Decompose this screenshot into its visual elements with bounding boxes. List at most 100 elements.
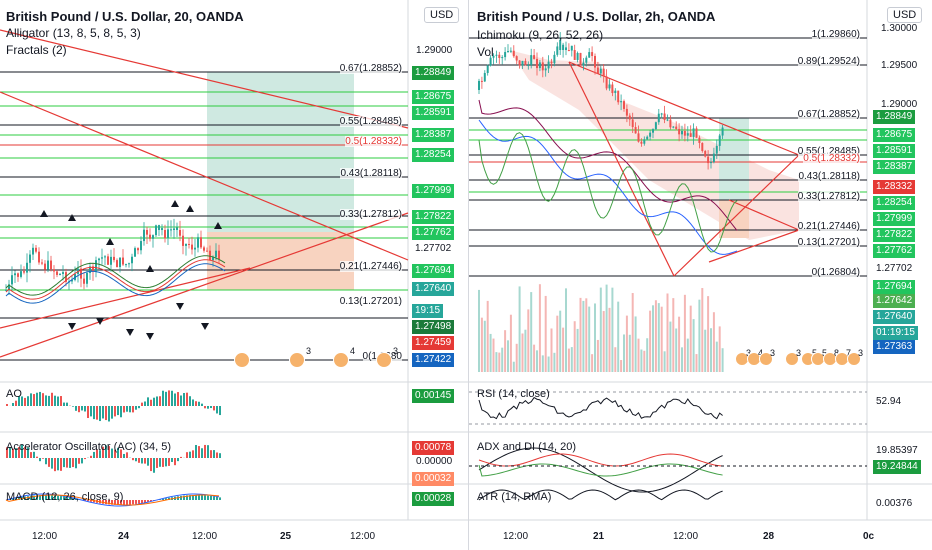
macd-bar	[30, 495, 32, 500]
volume-bar	[666, 293, 669, 372]
trendline	[0, 91, 409, 261]
candle-body	[663, 113, 666, 120]
ao-bar	[51, 392, 53, 406]
ac-bar	[126, 452, 128, 458]
economic-event-flag-icon[interactable]	[847, 352, 861, 366]
ao-bar	[12, 402, 14, 406]
volume-bar	[704, 329, 707, 372]
volume-bar	[646, 338, 649, 372]
macd-bar	[132, 500, 134, 505]
candle-body	[712, 153, 715, 163]
alligator-indicator-label[interactable]: Alligator (13, 8, 5, 8, 5, 3)	[6, 26, 141, 40]
fractal-down-marker	[176, 303, 184, 310]
volume-bar	[498, 352, 501, 372]
candle-body	[695, 128, 698, 138]
ac-bar	[81, 458, 83, 464]
macd-bar	[12, 498, 14, 500]
candle-body	[692, 128, 695, 137]
trendline	[0, 267, 251, 329]
candle-body	[83, 278, 85, 284]
macd-bar	[150, 500, 152, 502]
candle-body	[8, 284, 10, 290]
economic-event-flag-icon[interactable]	[759, 352, 773, 366]
left-price-tag: 1.27422	[412, 353, 455, 367]
economic-event-flag-icon[interactable]	[333, 352, 349, 368]
rsi-line	[478, 396, 723, 420]
volume-bar	[582, 300, 585, 372]
ao-bar	[147, 397, 149, 406]
candle-body	[591, 52, 594, 56]
candle-body	[41, 262, 43, 264]
ao-bar	[171, 390, 173, 406]
vol-indicator-label[interactable]: Vol	[477, 45, 494, 59]
ichimoku-conversion-line	[478, 119, 738, 255]
ac-bar	[48, 458, 50, 467]
volume-bar	[504, 330, 507, 372]
candle-body	[98, 258, 100, 261]
volume-bar	[617, 301, 620, 372]
long-position-stop-zone	[207, 232, 354, 290]
ac-bar	[153, 458, 155, 473]
candle-body	[576, 52, 579, 60]
macd-line	[5, 493, 220, 507]
atr-line	[478, 489, 723, 501]
volume-bar	[547, 356, 550, 372]
volume-bar	[579, 297, 582, 372]
volume-bar	[541, 355, 544, 372]
ac-bar	[99, 450, 101, 458]
candle-body	[681, 131, 683, 135]
candle-body	[23, 271, 25, 273]
ao-bar	[129, 406, 131, 413]
candle-body	[515, 56, 518, 61]
volume-bar	[628, 334, 631, 372]
left-price-tag: 1.27640	[412, 282, 455, 296]
candle-body	[5, 289, 7, 291]
ao-bar	[84, 406, 86, 412]
ao-bar	[186, 392, 188, 406]
ao-bar	[114, 406, 116, 417]
volume-bar	[550, 328, 553, 372]
ao-bar	[21, 396, 23, 406]
right-chart-pane[interactable]: British Pound / U.S. Dollar, 2h, OANDA I…	[468, 0, 932, 550]
right-price-tick: 1.30000	[881, 23, 918, 34]
left-chart-canvas[interactable]	[0, 0, 468, 550]
fractal-up-marker	[68, 214, 76, 221]
fib-level-label: 0.5(1.28332)	[345, 136, 402, 147]
candle-body	[173, 228, 175, 230]
right-chart-title: British Pound / U.S. Dollar, 2h, OANDA	[477, 9, 716, 24]
economic-event-flag-icon[interactable]	[234, 352, 250, 368]
candle-body	[26, 262, 28, 273]
macd-bar	[207, 495, 209, 500]
economic-event-flag-icon[interactable]	[289, 352, 305, 368]
candle-body	[654, 122, 657, 130]
ac-value-tag: 0.00078	[412, 441, 455, 455]
economic-event-flag-icon[interactable]	[376, 352, 392, 368]
macd-bar	[162, 498, 164, 500]
right-price-tag: 1.28387	[873, 160, 916, 174]
left-chart-pane[interactable]: British Pound / U.S. Dollar, 20, OANDA A…	[0, 0, 468, 550]
macd-bar	[54, 495, 56, 500]
macd-bar	[93, 500, 95, 503]
right-price-tag: 1.28254	[873, 196, 916, 210]
macd-bar	[42, 495, 44, 500]
macd-bar	[87, 500, 89, 502]
volume-bar	[483, 320, 486, 372]
candle-body	[188, 243, 190, 245]
alligator-teeth-line	[5, 259, 226, 300]
candle-body	[707, 156, 710, 164]
left-currency-button[interactable]: USD	[424, 7, 460, 23]
ichimoku-indicator-label[interactable]: Ichimoku (9, 26, 52, 26)	[477, 28, 604, 42]
right-chart-canvas[interactable]	[469, 0, 932, 550]
candle-body	[533, 55, 536, 59]
macd-bar	[213, 496, 215, 500]
ao-bar	[174, 393, 176, 406]
ao-bar	[30, 393, 32, 406]
fractals-indicator-label[interactable]: Fractals (2)	[6, 43, 67, 57]
economic-event-count: 3	[770, 348, 776, 358]
right-price-tick: 1.29500	[881, 60, 918, 71]
candle-body	[125, 264, 127, 266]
candle-body	[20, 271, 22, 277]
ac-bar	[18, 447, 20, 458]
economic-event-flag-icon[interactable]	[785, 352, 799, 366]
right-currency-button[interactable]: USD	[887, 7, 923, 23]
